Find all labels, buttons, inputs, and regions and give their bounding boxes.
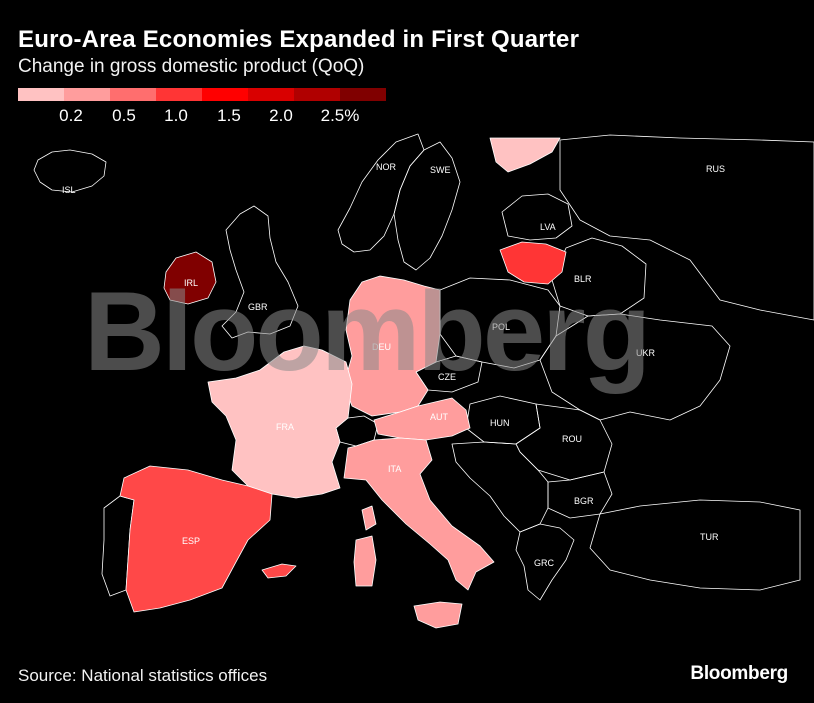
label-ROU: ROU [562,434,582,444]
country-BLR [551,237,647,317]
country-ISL [33,149,107,193]
country-LVA [501,193,573,241]
label-SWE: SWE [430,165,451,175]
country-CZE [415,355,483,393]
label-GBR: GBR [248,302,268,312]
label-BLR: BLR [574,274,592,284]
country-FRA [207,345,353,499]
country-NOR [337,133,425,253]
country-TUR [589,499,801,591]
country-ITA [343,437,495,591]
label-RUS: RUS [706,164,725,174]
country-AUT [373,397,471,441]
island-corsica [361,505,377,531]
island-sardinia [353,535,377,587]
country-DEU [343,275,441,417]
legend-tick: 0.5 [112,106,136,125]
label-IRL: IRL [184,278,198,288]
chart-subtitle: Change in gross domestic product (QoQ) [18,56,365,77]
legend-tick: 2.0 [269,106,293,125]
source-note: Source: National statistics offices [18,666,268,685]
label-UKR: UKR [636,348,656,358]
country-UKR [539,313,731,421]
legend-swatch-8 [340,88,386,101]
label-NOR: NOR [376,162,397,172]
country-balkans [451,441,549,533]
country-IRL [163,251,217,305]
legend-swatch-5 [202,88,248,101]
country-BGR [547,471,613,519]
legend-tick: 1.0 [164,106,188,125]
country-CHE [335,415,379,447]
legend-tick: 2.5% [320,106,360,125]
label-ITA: ITA [388,464,401,474]
legend-color-scale [18,88,386,101]
legend-swatch-4 [156,88,202,101]
label-DEU: DEU [372,342,391,352]
legend-swatch-7 [294,88,340,101]
label-CZE: CZE [438,372,456,382]
legend-tick: 0.2 [59,106,83,125]
island-sicily [413,601,463,629]
label-GRC: GRC [534,558,555,568]
country-GBR [221,205,299,339]
country-FIN [489,137,561,173]
country-ESP [119,465,273,613]
legend-ticks: 0.2 0.5 1.0 1.5 2.0 2.5% [0,106,814,128]
island-baleares [261,563,297,579]
country-LTU [499,241,567,285]
label-LVA: LVA [540,222,556,232]
label-TUR: TUR [700,532,719,542]
label-ISL: ISL [62,185,76,195]
legend-swatch-2 [64,88,110,101]
europe-map: ISL NOR SWE RUS LVA BLR IRL GBR DEU POL … [33,133,814,629]
label-AUT: AUT [430,412,449,422]
bloomberg-logo: Bloomberg [690,663,788,684]
legend-tick: 1.5 [217,106,241,125]
country-GRC [515,523,575,601]
label-POL: POL [492,322,510,332]
label-FRA: FRA [276,422,294,432]
label-ESP: ESP [182,536,200,546]
label-HUN: HUN [490,418,510,428]
legend-swatch-6 [248,88,294,101]
label-BGR: BGR [574,496,594,506]
chart-title: Euro-Area Economies Expanded in First Qu… [18,26,580,53]
legend-swatch-1 [18,88,64,101]
country-SWE [393,141,461,271]
country-RUS [559,134,814,321]
legend-swatch-3 [110,88,156,101]
